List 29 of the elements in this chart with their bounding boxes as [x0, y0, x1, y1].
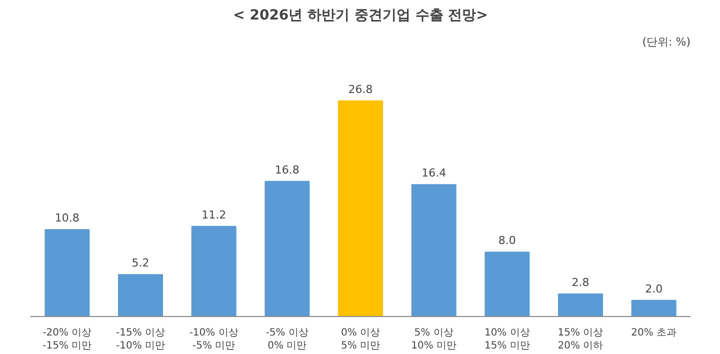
bar [118, 274, 163, 316]
x-tick-label: 10% 이상 15% 미만 [484, 328, 530, 352]
bar [44, 229, 90, 316]
x-tick-label: -15% 이상 -10% 미만 [116, 328, 166, 352]
bar [411, 184, 456, 316]
data-label: 2.0 [645, 282, 663, 296]
x-tick-label: 0% 이상 5% 미만 [340, 328, 380, 352]
data-label: 2.8 [572, 276, 590, 289]
data-label: 26.8 [348, 82, 373, 96]
bar [191, 226, 236, 316]
bar [631, 300, 676, 316]
chart-title: < 2026년 하반기 중견기업 수출 전망> [233, 8, 488, 24]
data-label: 16.8 [274, 163, 300, 176]
data-label: 8.0 [498, 234, 516, 248]
data-label: 16.4 [422, 166, 446, 180]
x-tick-label: -10% 이상 -5% 미만 [189, 328, 238, 352]
data-label: 5.2 [132, 256, 150, 270]
x-tick-label: -5% 이상 0% 미만 [266, 328, 308, 352]
bar [338, 100, 383, 316]
bar [558, 293, 603, 316]
x-tick-label: 20% 초과 [631, 328, 677, 338]
x-tick-label: 5% 이상 10% 미만 [411, 328, 457, 352]
x-tick-label: 15% 이상 20% 이하 [558, 328, 604, 352]
data-label: 11.2 [202, 208, 226, 222]
bar [264, 180, 310, 316]
bar [484, 252, 530, 316]
text: (단위: %) [642, 36, 691, 48]
x-tick-label: -20% 이상 -15% 미만 [42, 328, 92, 352]
data-label: 10.8 [54, 212, 80, 225]
